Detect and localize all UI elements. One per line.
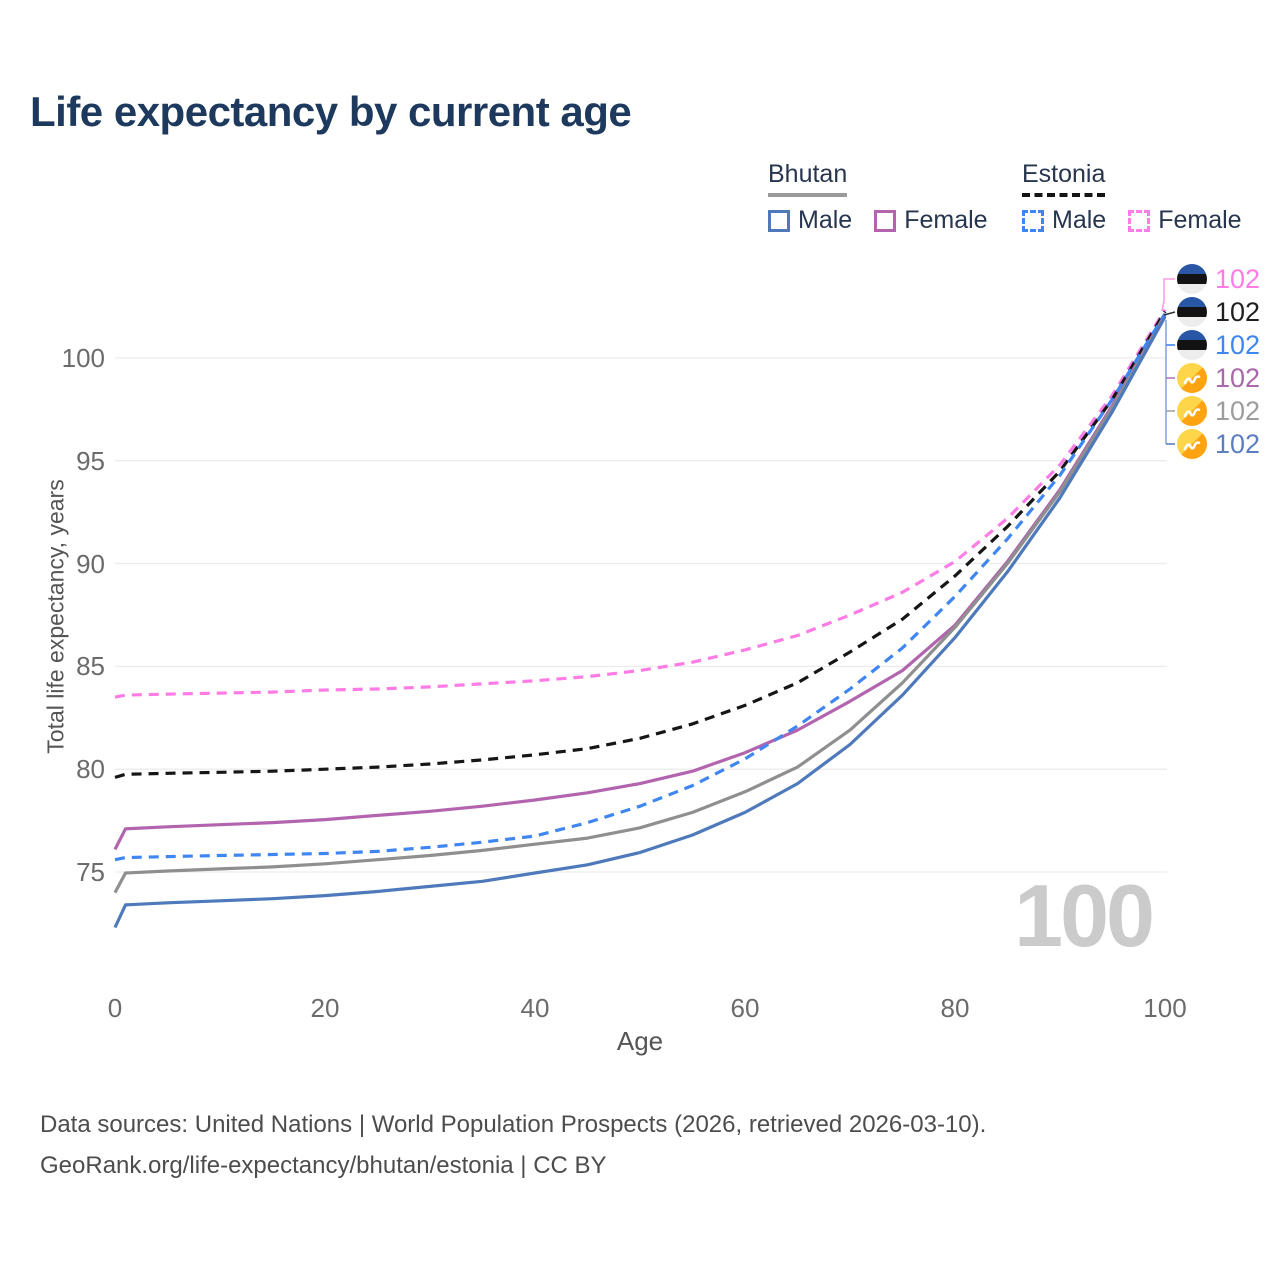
legend-group-estonia: Estonia Male Female xyxy=(1022,160,1256,235)
x-tick-label-20: 20 xyxy=(310,993,340,1023)
end-label-value: 102 xyxy=(1215,396,1261,426)
bhutan-male-swatch-icon[interactable] xyxy=(768,209,790,232)
bhutan-female-legend-label[interactable]: Female xyxy=(904,206,988,234)
attribution-line: GeoRank.org/life-expectancy/bhutan/eston… xyxy=(40,1152,607,1179)
x-tick-label-80: 80 xyxy=(940,993,970,1023)
estonia-flag-icon xyxy=(1177,297,1207,327)
series-line-estonia-female[interactable] xyxy=(114,308,1167,699)
estonia-female-swatch-icon[interactable] xyxy=(1128,209,1151,232)
estonia-male-legend-label[interactable]: Male xyxy=(1052,206,1107,234)
end-label-bhutan-total: 102 xyxy=(1177,396,1260,426)
y-axis-title: Total life expectancy, years xyxy=(42,479,69,754)
end-label-leader-line xyxy=(1161,278,1175,312)
y-tick-label-100: 100 xyxy=(61,342,105,373)
y-tick-label-85: 85 xyxy=(76,651,105,682)
series-line-estonia-total[interactable] xyxy=(114,310,1167,779)
legend-group-bhutan: Bhutan Male Female xyxy=(768,160,1002,235)
estonia-flag-icon xyxy=(1177,264,1207,294)
data-source-line: Data sources: United Nations | World Pop… xyxy=(40,1111,987,1138)
x-tick-label-60: 60 xyxy=(730,993,760,1023)
bhutan-female-swatch-icon[interactable] xyxy=(874,209,897,232)
bhutan-flag-icon xyxy=(1177,363,1207,393)
x-tick-label-100: 100 xyxy=(1143,993,1187,1023)
end-label-value: 102 xyxy=(1215,330,1261,360)
y-tick-label-95: 95 xyxy=(76,445,105,476)
y-tick-label-90: 90 xyxy=(76,548,105,579)
end-label-leader-line xyxy=(1163,311,1176,316)
end-label-bhutan-female: 102 xyxy=(1177,363,1260,393)
footer-credits: Data sources: United Nations | World Pop… xyxy=(40,1104,986,1186)
legend-country-estonia[interactable]: Estonia xyxy=(1022,160,1106,197)
series-line-bhutan-total[interactable] xyxy=(113,314,1167,894)
bhutan-flag-icon xyxy=(1177,429,1207,459)
end-label-value: 102 xyxy=(1215,297,1261,327)
legend-country-bhutan[interactable]: Bhutan xyxy=(768,160,848,197)
estonia-female-legend-label[interactable]: Female xyxy=(1158,206,1242,234)
end-label-value: 102 xyxy=(1215,363,1261,393)
bhutan-flag-icon xyxy=(1177,396,1207,426)
current-age-watermark: 100 xyxy=(1014,866,1155,965)
end-label-value: 102 xyxy=(1215,264,1261,294)
y-tick-label-75: 75 xyxy=(76,857,105,887)
end-label-bhutan-male: 102 xyxy=(1177,429,1260,459)
series-line-estonia-male[interactable] xyxy=(114,312,1167,862)
end-label-estonia-female: 102 xyxy=(1177,264,1260,294)
estonia-flag-icon xyxy=(1177,330,1207,360)
end-label-estonia-total: 102 xyxy=(1177,297,1260,327)
bhutan-male-legend-label[interactable]: Male xyxy=(798,206,853,234)
end-label-value: 102 xyxy=(1215,429,1261,459)
y-tick-label-80: 80 xyxy=(76,754,105,785)
estonia-male-swatch-icon[interactable] xyxy=(1022,209,1044,232)
x-tick-label-40: 40 xyxy=(520,993,550,1023)
x-axis-title: Age xyxy=(616,1026,664,1056)
page-title: Life expectancy by current age xyxy=(30,88,632,135)
series-line-bhutan-male[interactable] xyxy=(113,316,1167,929)
end-label-estonia-male: 102 xyxy=(1177,330,1260,360)
x-tick-label-0: 0 xyxy=(107,993,123,1023)
